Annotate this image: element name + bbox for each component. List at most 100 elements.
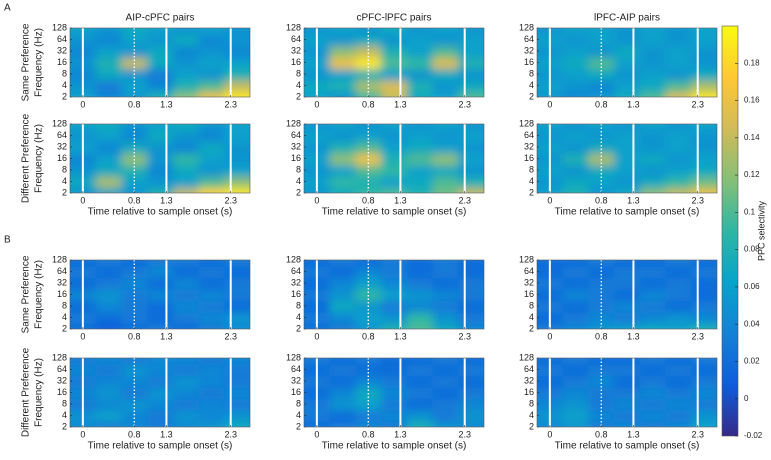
heatmap-cell: [665, 124, 692, 131]
heatmap-cell: [588, 140, 615, 154]
heatmap-cell: [95, 28, 122, 35]
heatmap-cell: [329, 374, 356, 388]
heatmap-cell: [432, 260, 459, 267]
heatmap-cell: [665, 90, 692, 97]
heatmap-cell: [406, 174, 434, 189]
heatmap-cell: [329, 55, 356, 70]
heatmap-cell: [588, 420, 615, 427]
heatmap-cell: [665, 163, 692, 177]
y-tick-label: 32: [57, 45, 67, 55]
y-tick-label: 16: [524, 387, 534, 397]
heatmap-cell: [614, 163, 641, 177]
heatmap-cell: [381, 186, 408, 193]
heatmap-cell: [304, 408, 331, 423]
heatmap-cell: [147, 124, 174, 131]
heatmap-cell: [172, 358, 200, 365]
heatmap-cell: [639, 186, 667, 193]
heatmap-cell: [381, 67, 408, 81]
heatmap-cell: [639, 358, 667, 365]
y-tick-label: 2: [529, 187, 534, 197]
heatmap-cell: [588, 44, 615, 58]
heatmap-cell: [691, 124, 717, 131]
heatmap-cell: [198, 186, 225, 193]
x-tick-label: 0.8: [362, 195, 375, 205]
heatmap-cell: [198, 310, 225, 325]
heatmap-cell: [588, 151, 615, 166]
y-tick-label: 8: [529, 164, 534, 174]
plot-frame: [69, 357, 251, 428]
heatmap-cell: [381, 260, 408, 267]
x-tick-label: 2.3: [224, 99, 237, 109]
heatmap-cell: [562, 385, 589, 400]
heatmap-cell: [406, 90, 434, 97]
heatmap-cell: [665, 310, 692, 325]
heatmap-cell: [691, 260, 717, 267]
heatmap-cell: [665, 287, 692, 302]
y-tick-label: 32: [291, 277, 301, 287]
heatmap-cell: [172, 260, 200, 267]
heatmap-cell: [198, 28, 225, 35]
heatmap-cell: [537, 408, 564, 423]
heatmap-cell: [95, 163, 122, 177]
heatmap-cell: [95, 260, 122, 267]
heatmap-cell: [198, 397, 225, 411]
heatmap-cell: [614, 28, 641, 35]
heatmap-cell: [406, 408, 434, 423]
heatmap-cell: [432, 397, 459, 411]
heatmap-cell: [588, 358, 615, 365]
heatmap-cell: [639, 151, 667, 166]
heatmap-cell: [355, 322, 382, 329]
colorbar-tick-label: 0.06: [744, 282, 760, 291]
heatmap-cell: [665, 128, 692, 143]
heatmap-cell: [95, 78, 122, 93]
y-tick-label: 16: [57, 57, 67, 67]
heatmap-cell: [172, 78, 200, 93]
y-axis-label: Frequency (Hz): [34, 28, 45, 97]
heatmap-cell: [588, 124, 615, 131]
x-tick-label: 0.8: [128, 99, 141, 109]
x-tick-label: 0: [547, 331, 552, 341]
y-tick-label: 8: [529, 68, 534, 78]
colorbar-tick-label: 0.18: [744, 58, 760, 67]
heatmap-cell: [172, 310, 200, 325]
heatmap-cell: [147, 299, 174, 313]
heatmap-cell: [562, 420, 589, 427]
heatmap-cell: [381, 44, 408, 58]
heatmap-cell: [329, 163, 356, 177]
heatmap-cell: [432, 385, 459, 400]
heatmap-cell: [121, 374, 148, 388]
x-tick-label: 1.3: [160, 195, 173, 205]
colorbar-tick-label: 0.12: [744, 170, 760, 179]
heatmap-cell: [381, 385, 408, 400]
heatmap-cell: [432, 420, 459, 427]
y-tick-label: 128: [52, 254, 67, 264]
y-tick-label: 4: [529, 410, 534, 420]
heatmap-cell: [198, 124, 225, 131]
x-tick-label: 1.3: [160, 99, 173, 109]
heatmap-cell: [614, 128, 641, 143]
heatmap-cell: [406, 264, 434, 279]
heatmap-cell: [95, 174, 122, 189]
panel-title: cPFC-lPFC pairs: [356, 13, 431, 24]
heatmap-cell: [147, 420, 174, 427]
heatmap-cell: [172, 55, 200, 70]
y-tick-label: 2: [296, 421, 301, 431]
heatmap-cell: [172, 186, 200, 193]
x-tick-label: 0.8: [362, 99, 375, 109]
heatmap-cell: [121, 28, 148, 35]
heatmap-cell: [432, 362, 459, 377]
heatmap-cell: [147, 186, 174, 193]
heatmap-cell: [406, 44, 434, 58]
x-tick-label: 0.8: [362, 429, 375, 439]
x-tick-label: 2.3: [691, 429, 704, 439]
heatmap-cell: [381, 299, 408, 313]
heatmap-cell: [381, 128, 408, 143]
heatmap-cell: [639, 276, 667, 290]
heatmap-cell: [406, 287, 434, 302]
heatmap-cell: [147, 264, 174, 279]
heatmap-cell: [70, 163, 97, 177]
y-axis-label: Different Preference: [21, 347, 32, 437]
heatmap-cell: [172, 276, 200, 290]
heatmap-cell: [381, 90, 408, 97]
panel-label: A: [4, 3, 11, 14]
